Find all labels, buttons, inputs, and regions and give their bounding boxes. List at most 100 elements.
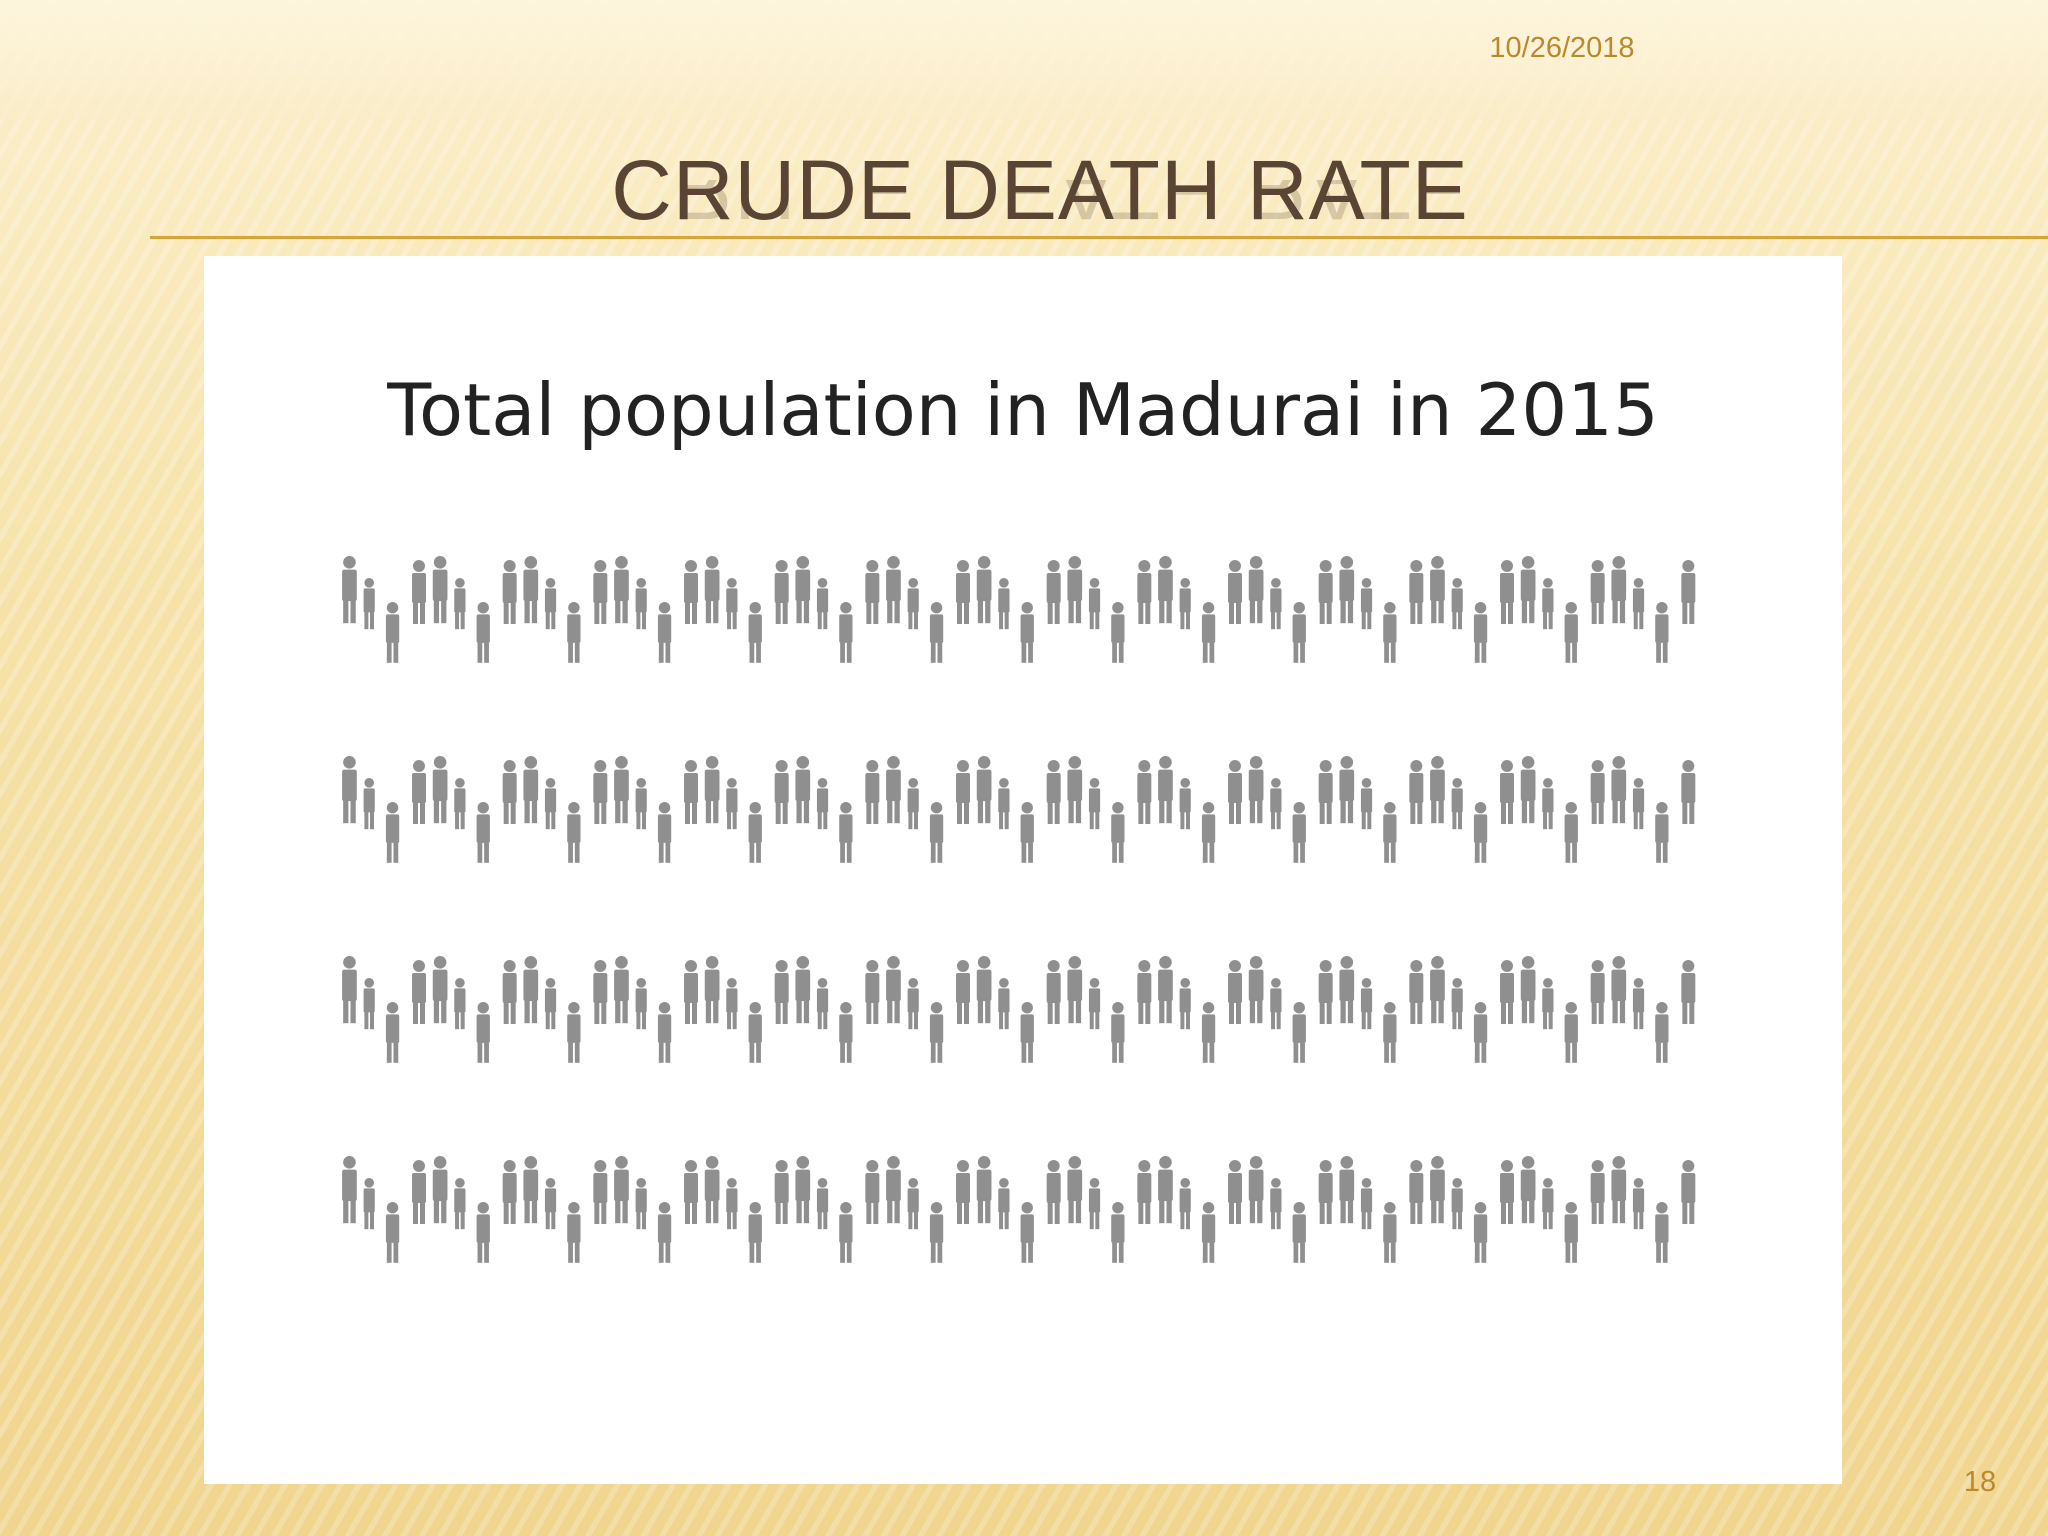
person-icon xyxy=(1590,760,1605,824)
person-icon xyxy=(1681,1160,1696,1224)
person-icon xyxy=(816,1178,829,1230)
person-icon xyxy=(1318,560,1333,624)
person-icon xyxy=(454,1178,466,1230)
person-icon xyxy=(1383,1202,1397,1263)
person-icon xyxy=(684,960,698,1024)
person-icon xyxy=(1542,978,1554,1030)
person-icon xyxy=(929,1202,944,1263)
person-icon xyxy=(886,1156,901,1224)
person-icon xyxy=(704,756,720,824)
person-icon xyxy=(1318,960,1333,1024)
person-icon xyxy=(865,1160,880,1224)
person-icon xyxy=(865,560,880,624)
top-glow xyxy=(0,0,2048,120)
person-icon xyxy=(1339,956,1355,1024)
person-icon xyxy=(1520,756,1536,824)
person-icon xyxy=(454,978,466,1030)
person-icon xyxy=(635,778,647,830)
person-icon xyxy=(567,802,581,863)
person-icon xyxy=(726,1178,738,1230)
person-icon xyxy=(1201,1202,1216,1263)
person-icon xyxy=(1409,560,1424,624)
person-icon xyxy=(1270,978,1282,1030)
person-icon xyxy=(748,1202,762,1263)
person-icon xyxy=(1564,1002,1578,1063)
person-icon xyxy=(1020,1002,1034,1063)
person-icon xyxy=(839,802,853,863)
person-icon xyxy=(1046,960,1061,1024)
person-icon xyxy=(976,956,992,1024)
person-icon xyxy=(412,760,426,824)
person-icon xyxy=(1360,978,1373,1030)
person-icon xyxy=(1564,602,1578,663)
person-icon xyxy=(614,756,629,824)
person-icon xyxy=(544,978,557,1030)
person-icon xyxy=(1590,560,1605,624)
person-icon xyxy=(1339,756,1355,824)
person-icon xyxy=(998,978,1010,1030)
person-icon xyxy=(657,602,672,663)
slide-title-reflection: CRUDE DEATH RATE xyxy=(611,180,1469,232)
person-icon xyxy=(1681,560,1696,624)
person-icon xyxy=(1088,978,1101,1030)
person-icon xyxy=(1111,602,1125,663)
person-icon xyxy=(635,978,647,1030)
person-icon xyxy=(432,556,448,624)
person-icon xyxy=(385,1202,400,1263)
person-icon xyxy=(726,978,738,1030)
person-icon xyxy=(907,978,919,1030)
person-icon xyxy=(1542,778,1554,830)
person-icon xyxy=(432,756,448,824)
person-icon xyxy=(523,1156,539,1224)
person-icon xyxy=(1292,1202,1306,1263)
person-icon xyxy=(929,602,944,663)
person-icon xyxy=(1088,1178,1101,1230)
person-icon xyxy=(1111,1202,1125,1263)
person-icon xyxy=(1228,760,1242,824)
person-icon xyxy=(1430,756,1445,824)
person-icon xyxy=(342,956,357,1024)
person-icon xyxy=(1473,1202,1488,1263)
person-icon xyxy=(1360,778,1373,830)
person-icon xyxy=(795,556,811,624)
person-icon xyxy=(774,1160,789,1224)
person-icon xyxy=(1681,760,1696,824)
person-icon xyxy=(385,602,400,663)
person-icon xyxy=(1067,1156,1083,1224)
person-icon xyxy=(476,1002,490,1063)
person-icon xyxy=(774,960,789,1024)
person-icon xyxy=(614,1156,629,1224)
person-icon xyxy=(795,956,811,1024)
title-underline xyxy=(150,236,2048,239)
person-icon xyxy=(748,602,762,663)
person-icon xyxy=(1611,556,1627,624)
person-icon xyxy=(1137,1160,1152,1224)
person-icon xyxy=(614,556,629,624)
person-icon xyxy=(886,956,901,1024)
slide-date: 10/26/2018 xyxy=(1489,32,1635,64)
person-icon xyxy=(704,1156,720,1224)
person-icon xyxy=(1520,1156,1536,1224)
person-icon xyxy=(544,578,557,630)
person-icon xyxy=(748,802,762,863)
person-icon xyxy=(1292,602,1306,663)
person-icon xyxy=(1270,1178,1282,1230)
person-icon xyxy=(839,602,853,663)
person-icon xyxy=(1500,560,1514,624)
person-icon xyxy=(865,760,880,824)
person-icon xyxy=(1179,978,1191,1030)
person-icon xyxy=(454,778,466,830)
person-icon xyxy=(684,1160,698,1224)
person-icon xyxy=(1228,560,1242,624)
person-icon xyxy=(432,956,448,1024)
person-icon xyxy=(839,1002,853,1063)
person-icon xyxy=(816,578,829,630)
person-icon xyxy=(1632,778,1645,830)
person-icon xyxy=(976,556,992,624)
person-icon xyxy=(795,1156,811,1224)
person-icon xyxy=(1318,1160,1333,1224)
person-icon xyxy=(1542,578,1554,630)
person-icon xyxy=(1430,1156,1445,1224)
person-icon xyxy=(816,978,829,1030)
person-icon xyxy=(726,578,738,630)
